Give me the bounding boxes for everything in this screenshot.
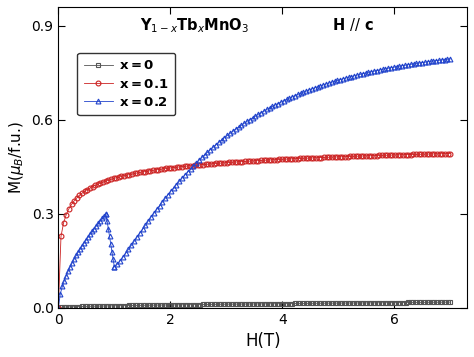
$\mathbf{x=0}$: [261, 302, 266, 306]
$\mathbf{x=0.1}$: [261, 158, 266, 162]
$\mathbf{x=0.2}$: [320, 83, 326, 87]
Text: Y$_{1-x}$Tb$_x$MnO$_3$: Y$_{1-x}$Tb$_x$MnO$_3$: [140, 16, 249, 35]
$\mathbf{x=0}$: [276, 302, 282, 306]
$\mathbf{x=0}$: [184, 302, 190, 307]
$\mathbf{x=0}$: [379, 301, 385, 305]
$\mathbf{x=0.2}$: [208, 147, 213, 152]
$\mathbf{x=0.1}$: [327, 155, 332, 159]
$\mathbf{x=0.2}$: [55, 306, 61, 310]
$\mathbf{x=0}$: [447, 300, 453, 304]
$\mathbf{x=0.1}$: [447, 151, 453, 156]
$\mathbf{x=0.1}$: [55, 306, 61, 310]
$\mathbf{x=0.2}$: [447, 57, 453, 61]
$\mathbf{x=0}$: [55, 306, 61, 310]
$\mathbf{x=0.2}$: [95, 221, 101, 226]
$\mathbf{x=0.1}$: [184, 164, 190, 168]
$\mathbf{x=0.1}$: [379, 153, 385, 157]
Text: H $//$ c: H $//$ c: [332, 16, 374, 33]
Line: $\mathbf{x=0.1}$: $\mathbf{x=0.1}$: [56, 151, 453, 310]
$\mathbf{x=0.2}$: [374, 68, 380, 72]
$\mathbf{x=0.1}$: [276, 157, 282, 162]
$\mathbf{x=0.2}$: [442, 57, 447, 62]
Line: $\mathbf{x=0.2}$: $\mathbf{x=0.2}$: [56, 56, 453, 310]
Y-axis label: M($\mu_B$/f.u.): M($\mu_B$/f.u.): [7, 121, 26, 194]
$\mathbf{x=0.2}$: [75, 250, 81, 254]
Legend: $\mathbf{x=0}$, $\mathbf{x=0.1}$, $\mathbf{x=0.2}$: $\mathbf{x=0}$, $\mathbf{x=0.1}$, $\math…: [77, 52, 175, 115]
Line: $\mathbf{x=0}$: $\mathbf{x=0}$: [56, 300, 453, 310]
X-axis label: H(T): H(T): [245, 332, 281, 350]
$\mathbf{x=0}$: [327, 301, 332, 305]
$\mathbf{x=0.1}$: [211, 161, 217, 166]
$\mathbf{x=0}$: [211, 302, 217, 307]
